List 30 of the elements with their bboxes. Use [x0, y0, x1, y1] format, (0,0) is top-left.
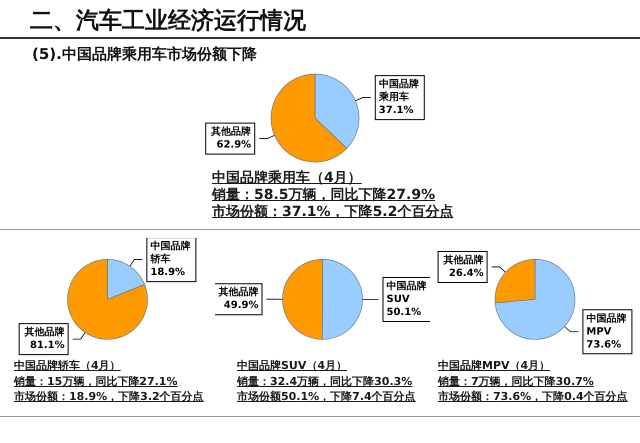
chart-subtitle: (5).中国品牌乘用车市场份额下降 [32, 44, 257, 64]
chart-title: 二、汽车工业经济运行情况 [30, 7, 306, 36]
data-label: 62.9% [216, 140, 252, 151]
slice-label: 其他品牌 [24, 326, 65, 338]
text: 中国品牌轿车（4月） [14, 358, 122, 374]
slice-label: 中国品牌SUV [386, 280, 426, 306]
text: 销量：15万辆，同比下降27.1% [14, 374, 178, 389]
slice-label: 其他品牌 [210, 126, 252, 138]
text: 销量：58.5万辆，同比下降27.9% [212, 187, 436, 204]
text: 中国品牌SUV（4月） [237, 358, 348, 374]
slice-label: 中国品牌轿车 [149, 240, 190, 266]
slice-label: 其他品牌 [442, 254, 484, 266]
data-label: 49.9% [224, 300, 258, 312]
slice-label: 其他品牌 [218, 286, 258, 298]
data-label: 37.1% [378, 105, 414, 116]
text: 销量：32.4万辆，同比下降30.3% [237, 374, 414, 389]
data-label: 73.6% [586, 339, 622, 350]
slice-label: 中国品牌乘用车 [378, 78, 419, 104]
data-label: 50.1% [386, 307, 422, 318]
text: 市场份额：37.1%，下降5.2个百分点 [212, 204, 454, 221]
data-label: 18.9% [150, 267, 186, 278]
text: 市场份额50.1%，下降7.4个百分点 [237, 389, 417, 404]
text: 销量：7万辆，同比下降30.7% [438, 374, 595, 389]
text: 中国品牌乘用车（4月） [212, 170, 363, 187]
text: 市场份额：18.9%，下降3.2个百分点 [14, 389, 205, 404]
text: 市场份额：73.6%，下降0.4个百分点 [438, 389, 629, 404]
data-label: 26.4% [448, 268, 484, 279]
slice-label: 中国品牌MPV [586, 312, 626, 338]
text: 中国品牌MPV（4月） [438, 358, 552, 374]
data-label: 81.1% [30, 340, 65, 352]
